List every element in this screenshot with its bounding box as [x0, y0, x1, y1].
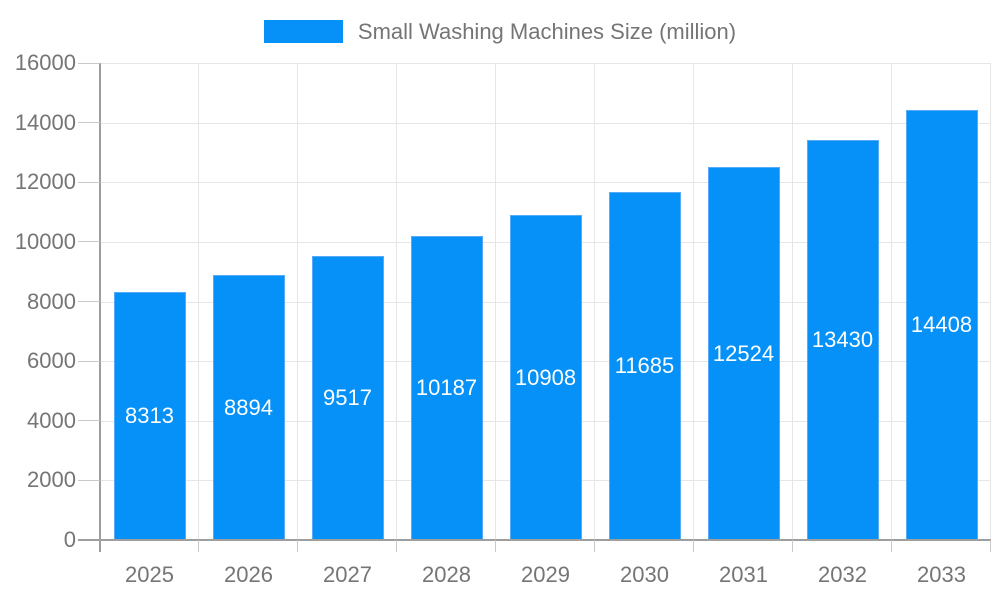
y-tick	[78, 122, 100, 124]
plot-area: 8313 8894 9517 10187 10908 11685 12524 13430 144…	[100, 63, 991, 540]
x-tick	[693, 540, 694, 552]
legend: Small Washing Machines Size (million)	[0, 19, 1000, 44]
x-tick	[396, 540, 397, 552]
bar-value-label: 10908	[514, 364, 577, 390]
y-tick	[78, 360, 100, 362]
y-gridline	[100, 63, 991, 64]
bar-value-label: 12524	[712, 340, 775, 366]
bar[interactable]	[905, 110, 978, 540]
x-axis-line	[78, 539, 991, 541]
x-tick-label: 2031	[719, 562, 768, 587]
x-tick	[990, 540, 991, 552]
x-gridline	[990, 63, 991, 540]
x-tick-label: 2033	[917, 562, 966, 587]
y-tick	[78, 301, 100, 302]
bar[interactable]	[806, 140, 879, 540]
bar[interactable]	[410, 236, 483, 540]
y-tick	[78, 181, 100, 183]
y-tick-label: 14000	[14, 109, 76, 135]
y-tick-label: 10000	[14, 228, 76, 254]
y-tick-label: 0	[63, 527, 76, 552]
y-tick	[78, 62, 100, 64]
bar-value-label: 8894	[224, 394, 273, 420]
bar-value-label: 9517	[323, 385, 372, 410]
y-tick	[78, 479, 100, 481]
x-tick	[891, 540, 892, 552]
y-tick-label: 4000	[27, 407, 76, 433]
y-gridline	[100, 122, 991, 124]
y-tick-label: 8000	[27, 288, 76, 314]
y-tick-label: 6000	[27, 348, 76, 374]
x-tick-label: 2025	[125, 562, 174, 587]
bar-value-label: 14408	[910, 312, 973, 337]
x-tick	[792, 540, 793, 552]
x-tick-label: 2032	[818, 562, 867, 587]
legend-swatch	[263, 20, 343, 43]
x-tick	[297, 540, 298, 552]
x-gridline	[396, 63, 397, 540]
x-tick-label: 2026	[224, 562, 273, 587]
x-tick	[594, 540, 595, 552]
x-gridline	[792, 63, 793, 540]
bar[interactable]	[113, 292, 186, 540]
y-gridline	[100, 182, 991, 184]
x-tick-label: 2030	[620, 562, 669, 587]
x-gridline	[693, 63, 694, 540]
bar[interactable]	[311, 256, 384, 540]
bar[interactable]	[212, 275, 285, 540]
y-tick-label: 16000	[14, 50, 76, 75]
x-tick	[198, 540, 199, 552]
y-tick	[78, 420, 100, 422]
legend-label: Small Washing Machines Size (million)	[357, 19, 737, 44]
bar-value-label: 13430	[811, 327, 874, 352]
x-gridline	[891, 63, 892, 540]
bar-value-label: 11685	[614, 353, 675, 378]
x-tick-label: 2027	[323, 562, 372, 587]
x-tick	[495, 540, 496, 552]
x-gridline	[495, 63, 496, 540]
bar-value-label: 10187	[415, 375, 478, 400]
x-tick-label: 2028	[422, 562, 471, 587]
y-tick	[78, 241, 100, 243]
x-gridline	[297, 63, 298, 540]
bar[interactable]	[707, 167, 780, 540]
x-tick-label: 2029	[521, 562, 570, 587]
y-axis-line	[99, 63, 101, 552]
bar[interactable]	[608, 192, 681, 540]
bar-value-label: 8313	[125, 403, 174, 428]
y-tick-label: 12000	[14, 169, 76, 195]
y-tick-label: 2000	[27, 467, 76, 493]
x-gridline	[594, 63, 595, 540]
x-gridline	[198, 63, 199, 540]
bar[interactable]	[509, 215, 582, 540]
